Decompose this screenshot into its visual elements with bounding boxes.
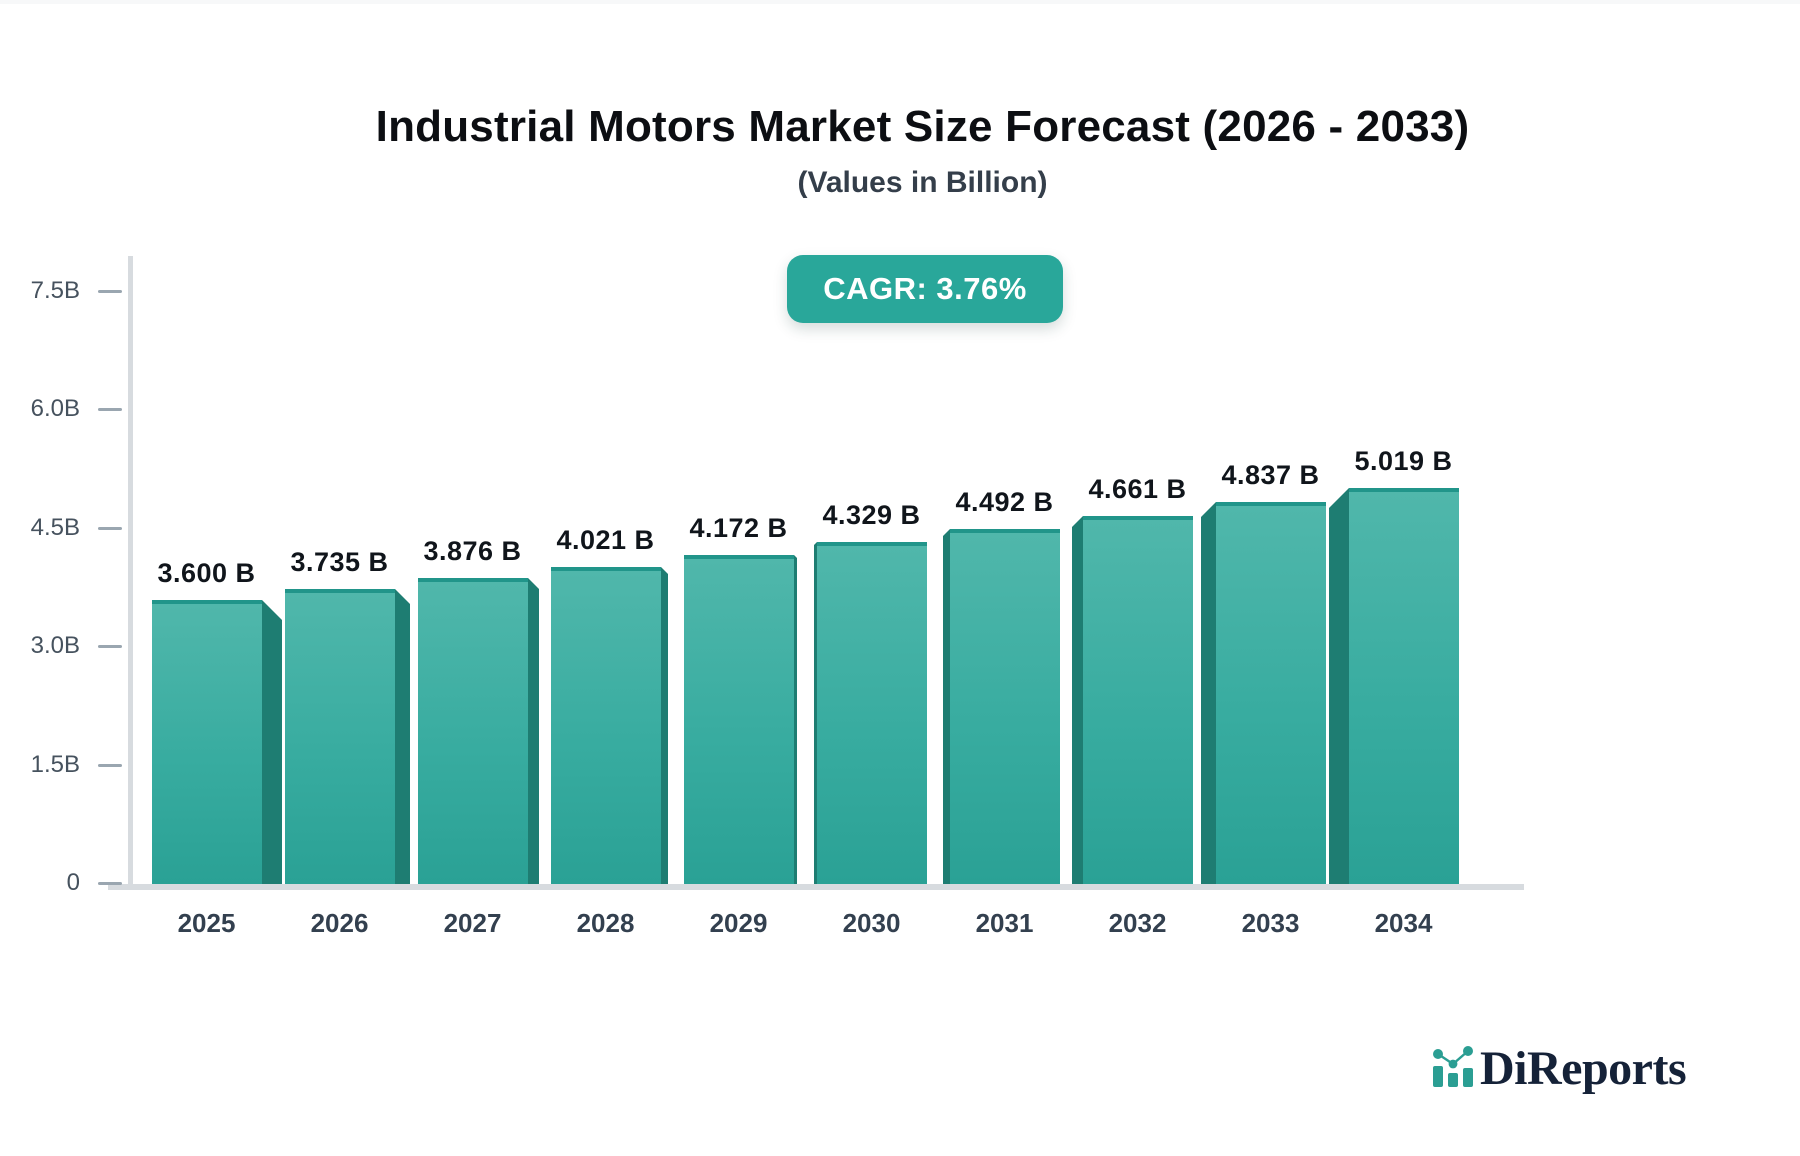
x-axis-label-2031: 2031 xyxy=(975,908,1034,938)
page-subtitle: (Values in Billion) xyxy=(797,166,1048,199)
bar-2031[interactable] xyxy=(950,529,1060,884)
bar-value-label: 4.492 B xyxy=(955,487,1054,517)
y-tick-label: 1.5B xyxy=(30,751,80,778)
x-axis-label-2030: 2030 xyxy=(842,908,901,938)
bar-value-label: 4.837 B xyxy=(1221,460,1320,490)
bar-2030[interactable] xyxy=(817,542,927,884)
y-tick-label: 3.0B xyxy=(30,632,80,659)
y-tick-mark xyxy=(98,764,122,767)
mini-bar-chart-icon xyxy=(1430,1040,1474,1093)
bar-side-face xyxy=(262,600,282,884)
bar-side-face xyxy=(1329,488,1349,884)
x-axis-label-2025: 2025 xyxy=(177,908,236,938)
bar-side-face xyxy=(395,589,410,884)
bar-value-label: 5.019 B xyxy=(1354,446,1453,476)
bar-value-label: 4.661 B xyxy=(1088,474,1187,504)
bar-2026[interactable] xyxy=(285,589,395,884)
y-tick-label: 0 xyxy=(66,869,80,896)
x-axis-label-2026: 2026 xyxy=(310,908,369,938)
bar-side-face xyxy=(943,529,950,884)
x-axis-label-2032: 2032 xyxy=(1108,908,1167,938)
bar-2028[interactable] xyxy=(551,567,661,884)
bar-2027[interactable] xyxy=(418,578,528,884)
bar-side-face xyxy=(794,555,797,884)
bar-value-label: 3.600 B xyxy=(157,558,256,588)
y-tick-label: 6.0B xyxy=(30,395,80,422)
x-axis-label-2027: 2027 xyxy=(443,908,502,938)
bar-value-label: 4.021 B xyxy=(556,525,655,555)
y-axis-line xyxy=(128,256,133,890)
cagr-badge: CAGR: 3.76% xyxy=(787,255,1063,323)
bar-side-face xyxy=(528,578,539,884)
bar-2033[interactable] xyxy=(1216,502,1326,884)
bar-value-label: 4.172 B xyxy=(689,513,788,543)
bar-side-face xyxy=(1201,502,1216,884)
bar-value-label: 4.329 B xyxy=(822,500,921,530)
y-tick-mark xyxy=(98,290,122,293)
bar-value-label: 3.735 B xyxy=(290,547,389,577)
y-tick-mark xyxy=(98,527,122,530)
top-edge-strip xyxy=(0,0,1800,4)
y-tick-mark xyxy=(98,645,122,648)
x-axis-baseline xyxy=(108,884,1524,890)
y-tick-mark xyxy=(98,408,122,411)
bar-2029[interactable] xyxy=(684,555,794,884)
y-tick-label: 7.5B xyxy=(30,277,80,304)
bar-2025[interactable] xyxy=(152,600,262,884)
y-tick-mark xyxy=(98,882,122,885)
x-axis-label-2034: 2034 xyxy=(1374,908,1433,938)
x-axis-label-2033: 2033 xyxy=(1241,908,1300,938)
bar-side-face xyxy=(661,567,668,884)
bar-value-label: 3.876 B xyxy=(423,536,522,566)
x-axis-label-2029: 2029 xyxy=(709,908,768,938)
bar-2032[interactable] xyxy=(1083,516,1193,884)
bar-side-face xyxy=(1072,516,1083,884)
x-axis-label-2028: 2028 xyxy=(576,908,635,938)
page-title: Industrial Motors Market Size Forecast (… xyxy=(375,102,1470,151)
bar-side-face xyxy=(814,542,817,884)
bar-2034[interactable] xyxy=(1349,488,1459,884)
logo-text: DiReports xyxy=(1480,1042,1687,1095)
direports-logo: DiReports xyxy=(1430,1040,1687,1095)
y-tick-label: 4.5B xyxy=(30,514,80,541)
